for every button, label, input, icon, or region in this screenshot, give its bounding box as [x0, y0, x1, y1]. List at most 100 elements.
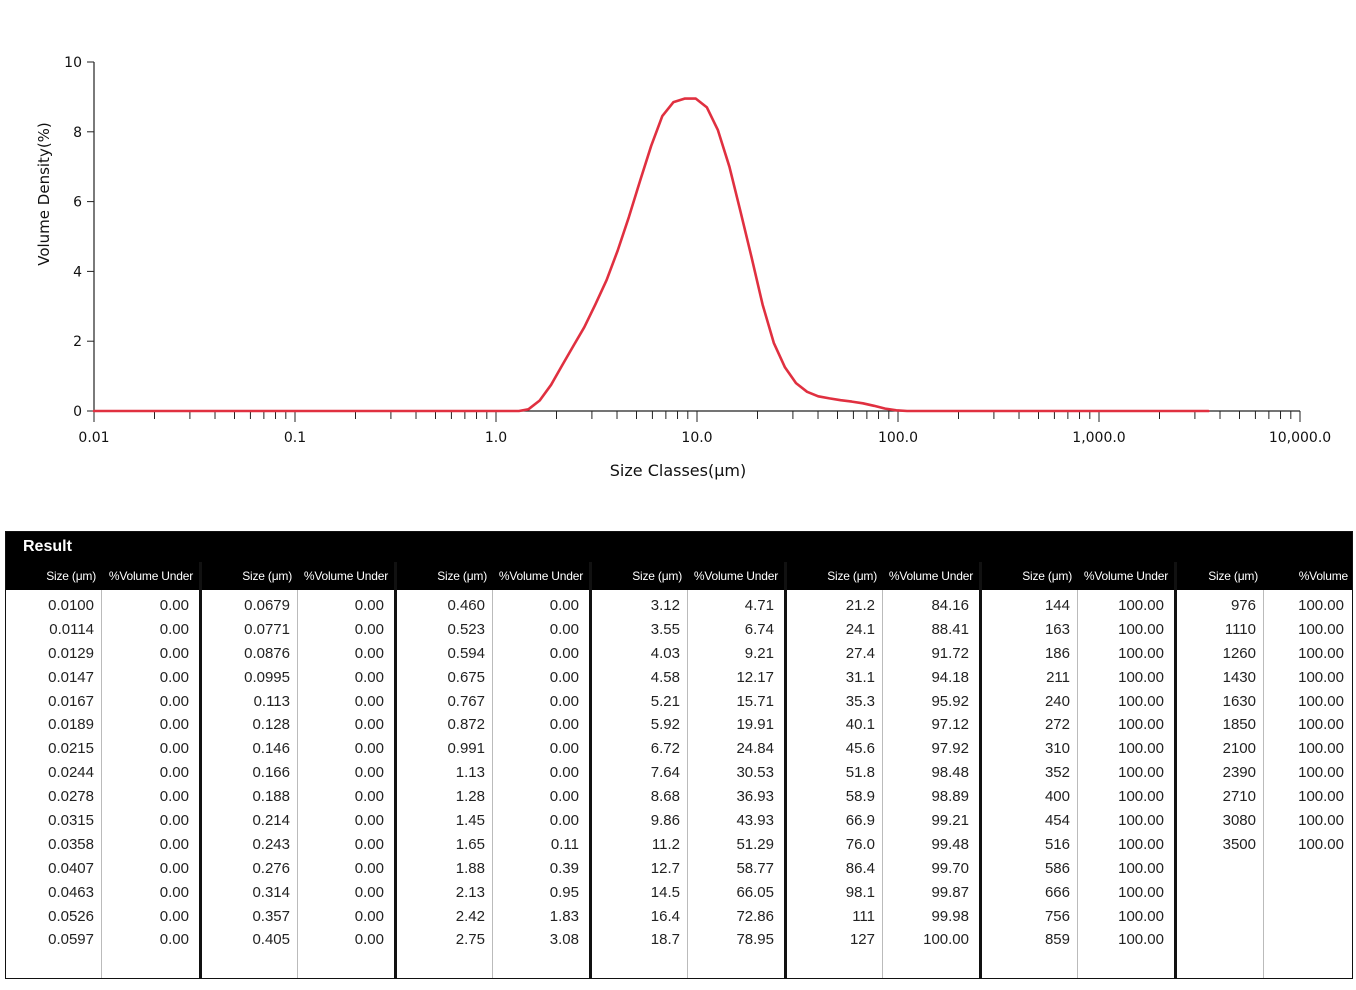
volume-under-cell: 43.93 — [736, 812, 774, 830]
size-column-header: Size (μm) — [827, 569, 877, 583]
volume-under-cell: 0.00 — [549, 716, 579, 734]
size-cell: 0.991 — [447, 740, 485, 758]
volume-under-cell: 100.00 — [1298, 788, 1344, 806]
size-cell: 58.9 — [845, 788, 875, 806]
volume-under-cell: 51.29 — [736, 835, 774, 853]
volume-under-cell: 97.92 — [931, 740, 969, 758]
volume-under-cell: 100.00 — [1118, 859, 1164, 877]
volume-under-cell: 0.00 — [354, 812, 384, 830]
volume-under-cell: 72.86 — [736, 907, 774, 925]
volume-under-cell: 3.08 — [549, 931, 579, 949]
chart-axes — [93, 62, 1300, 412]
result-title: Result — [6, 532, 1352, 562]
size-cell: 9.86 — [650, 812, 680, 830]
size-cell: 0.0526 — [48, 907, 94, 925]
volume-under-cell: 100.00 — [1118, 883, 1164, 901]
volume-under-cell: 99.21 — [931, 812, 969, 830]
result-block-header: Size (μm) %Volume Under — [1177, 562, 1352, 611]
size-cell: 0.594 — [447, 644, 485, 662]
size-column: 976 1110 1260 1430 1630 1850 2100 2390 2710 3080 3… — [1177, 590, 1264, 978]
result-panel: Result Size (μm) %Volume Under 0.0100 0.011… — [5, 531, 1353, 979]
size-cell: 98.1 — [845, 883, 875, 901]
x-axis-label: Size Classes(μm) — [610, 461, 746, 480]
result-block: Size (μm) %Volume Under 144 163 186 211 240 272… — [982, 562, 1177, 978]
volume-under-cell: 0.00 — [354, 597, 384, 614]
x-tick-label: 1,000.0 — [1072, 430, 1125, 446]
result-block: Size (μm) %Volume Under 0.460 0.523 0.594 0.6… — [397, 562, 592, 978]
volume-under-column: 4.71 6.74 9.21 12.17 15.71 19.91 24.84 30.53 36.… — [688, 590, 784, 978]
size-column-header: Size (μm) — [1022, 569, 1072, 583]
size-column: 0.0679 0.0771 0.0876 0.0995 0.113 0.128 0.146 0… — [202, 590, 298, 978]
size-cell: 0.523 — [447, 620, 485, 638]
volume-under-cell: 0.00 — [549, 620, 579, 638]
result-block: Size (μm) %Volume Under 976 1110 1260 1430 163… — [1177, 562, 1352, 978]
volume-under-cell: 0.00 — [549, 788, 579, 806]
volume-under-cell: 9.21 — [744, 644, 774, 662]
volume-under-cell: 100.00 — [1298, 764, 1344, 782]
size-cell: 21.2 — [845, 597, 875, 614]
volume-under-cell: 0.00 — [549, 668, 579, 686]
size-cell: 6.72 — [650, 740, 680, 758]
volume-under-cell: 0.00 — [549, 812, 579, 830]
size-cell: 516 — [1044, 835, 1070, 853]
volume-under-cell: 88.41 — [931, 620, 969, 638]
size-cell: 0.675 — [447, 668, 485, 686]
size-cell: 0.0463 — [48, 883, 94, 901]
size-cell: 27.4 — [845, 644, 875, 662]
size-cell: 3500 — [1222, 835, 1256, 853]
volume-under-cell: 78.95 — [736, 931, 774, 949]
size-cell: 1630 — [1222, 692, 1256, 710]
volume-under-column-header: %Volume Under — [888, 569, 973, 583]
size-cell: 352 — [1044, 764, 1070, 782]
volume-under-column: 0.00 0.00 0.00 0.00 0.00 0.00 0.00 0.00 0.00 0.00… — [493, 590, 589, 978]
size-cell: 18.7 — [650, 931, 680, 949]
size-cell: 272 — [1044, 716, 1070, 734]
volume-under-cell: 100.00 — [1118, 644, 1164, 662]
volume-under-cell: 0.00 — [549, 597, 579, 614]
volume-under-cell: 0.00 — [549, 740, 579, 758]
size-cell: 976 — [1230, 597, 1256, 614]
size-cell: 0.405 — [252, 931, 290, 949]
volume-under-column: 100.00 100.00 100.00 100.00 100.00 100.00 100.… — [1078, 590, 1174, 978]
volume-under-cell: 100.00 — [1118, 692, 1164, 710]
size-cell: 8.68 — [650, 788, 680, 806]
size-column: 21.2 24.1 27.4 31.1 35.3 40.1 45.6 51.8 58.9 66.9… — [787, 590, 883, 978]
size-cell: 0.166 — [252, 764, 290, 782]
volume-density-chart: 0 2 4 6 8 10 0.01 0.1 1.0 10.0 100.0 1,000.0 10,000.… — [35, 55, 1331, 480]
volume-under-cell: 100.00 — [1298, 597, 1344, 614]
volume-under-cell: 100.00 — [1118, 597, 1164, 614]
size-cell: 310 — [1044, 740, 1070, 758]
size-cell: 0.243 — [252, 835, 290, 853]
volume-under-cell: 100.00 — [1298, 668, 1344, 686]
size-cell: 66.9 — [845, 812, 875, 830]
size-column-header: Size (μm) — [437, 569, 487, 583]
size-cell: 3.12 — [650, 597, 680, 614]
volume-under-cell: 99.70 — [931, 859, 969, 877]
volume-under-cell: 99.98 — [931, 907, 969, 925]
y-tick-label: 10 — [64, 55, 82, 71]
y-tick-label: 4 — [73, 264, 82, 280]
volume-under-cell: 19.91 — [736, 716, 774, 734]
volume-under-cell: 98.89 — [931, 788, 969, 806]
size-cell: 127 — [849, 931, 875, 949]
result-block-header: Size (μm) %Volume Under — [787, 562, 979, 590]
x-tick-label: 10,000.0 — [1269, 430, 1331, 446]
volume-under-cell: 12.17 — [736, 668, 774, 686]
volume-under-cell: 100.00 — [1118, 668, 1164, 686]
volume-under-cell: 100.00 — [1118, 740, 1164, 758]
size-cell: 5.21 — [650, 692, 680, 710]
size-cell: 0.276 — [252, 859, 290, 877]
size-cell: 35.3 — [845, 692, 875, 710]
volume-under-cell: 0.00 — [159, 931, 189, 949]
volume-under-column: 0.00 0.00 0.00 0.00 0.00 0.00 0.00 0.00 0.00 0.00… — [102, 590, 199, 978]
volume-under-cell: 0.00 — [354, 835, 384, 853]
volume-under-cell: 4.71 — [744, 597, 774, 614]
size-cell: 0.767 — [447, 692, 485, 710]
size-cell: 0.0995 — [244, 668, 290, 686]
result-block-header: Size (μm) %Volume Under — [6, 562, 199, 590]
volume-under-cell: 0.00 — [354, 931, 384, 949]
size-cell: 0.0244 — [48, 764, 94, 782]
size-cell: 1.65 — [455, 835, 485, 853]
size-cell: 144 — [1044, 597, 1070, 614]
size-cell: 0.113 — [253, 692, 290, 710]
